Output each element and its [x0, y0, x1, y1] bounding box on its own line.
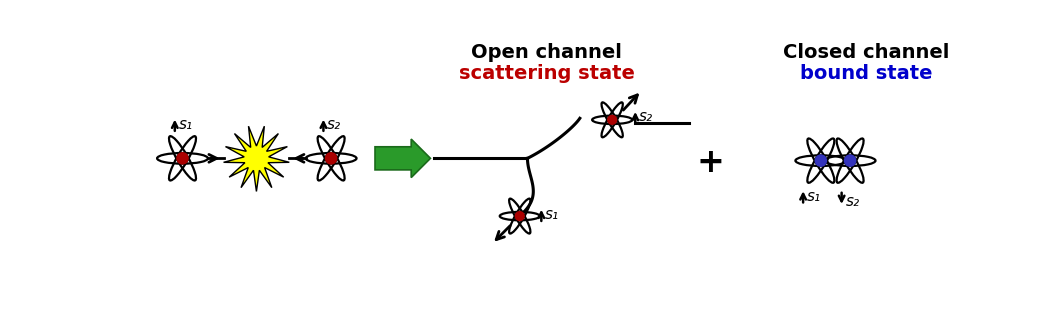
- Text: bound state: bound state: [800, 64, 932, 83]
- Text: s₂: s₂: [846, 194, 859, 209]
- Text: s₂: s₂: [639, 110, 653, 124]
- Text: s₁: s₁: [179, 117, 192, 132]
- Text: Closed channel: Closed channel: [783, 43, 949, 62]
- Circle shape: [516, 212, 524, 221]
- Circle shape: [177, 153, 188, 164]
- PathPatch shape: [224, 126, 290, 192]
- Text: s₁: s₁: [806, 189, 821, 204]
- Text: Open channel: Open channel: [471, 43, 623, 62]
- Circle shape: [845, 155, 856, 166]
- Circle shape: [608, 115, 616, 124]
- Text: s₂: s₂: [328, 117, 341, 132]
- Text: scattering state: scattering state: [459, 64, 634, 83]
- Circle shape: [815, 155, 827, 166]
- Circle shape: [326, 153, 337, 164]
- FancyArrow shape: [375, 139, 430, 178]
- Text: s₁: s₁: [545, 207, 559, 222]
- Text: +: +: [697, 146, 725, 179]
